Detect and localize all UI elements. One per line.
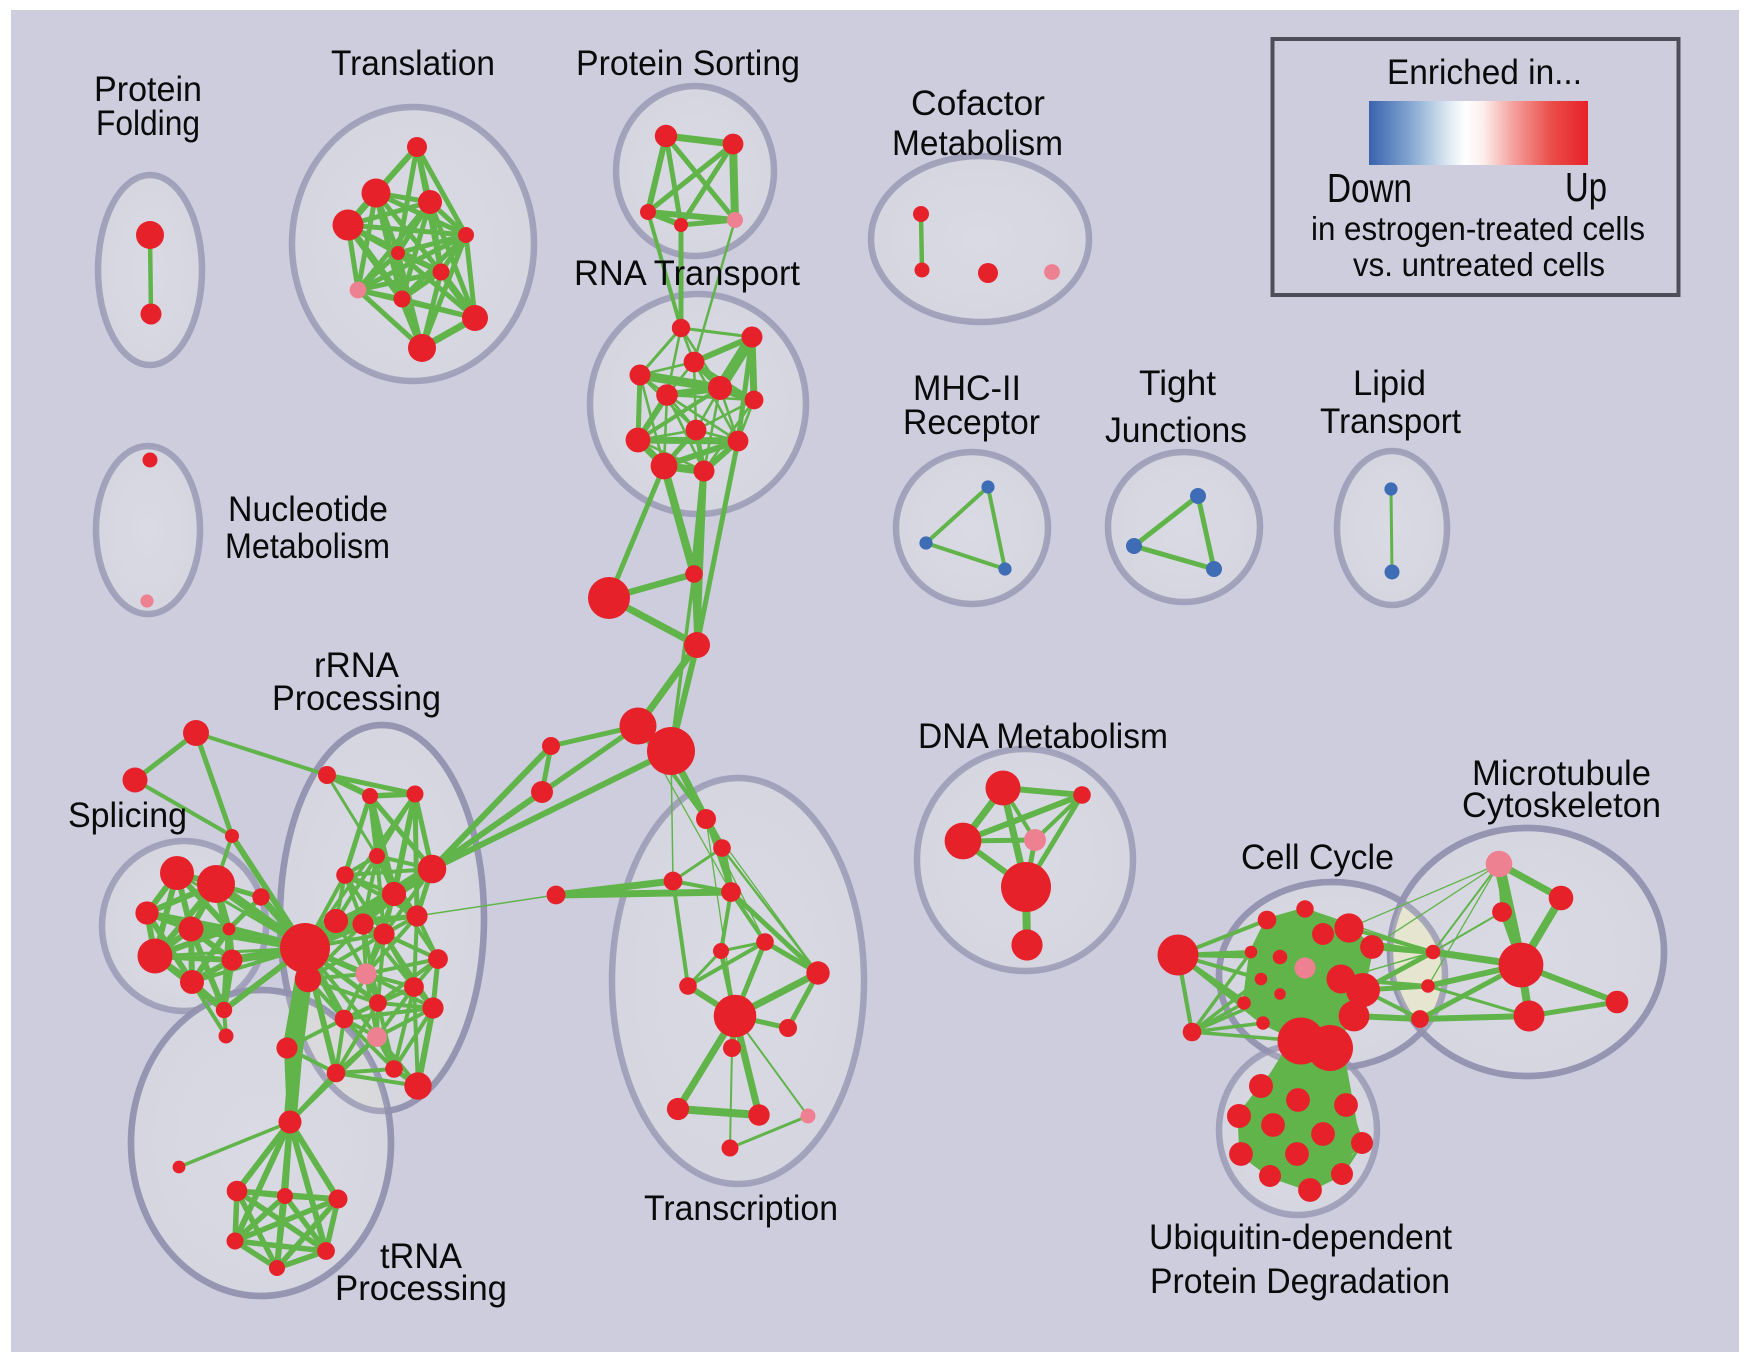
svg-text:Up: Up [1565,164,1607,210]
svg-text:in estrogen-treated cells: in estrogen-treated cells [1311,210,1645,247]
svg-text:Metabolism: Metabolism [225,527,390,566]
svg-text:Lipid: Lipid [1353,364,1426,403]
svg-text:Cofactor: Cofactor [911,84,1045,123]
svg-text:Cytoskeleton: Cytoskeleton [1462,786,1661,825]
svg-text:Splicing: Splicing [68,796,187,835]
svg-text:Processing: Processing [272,679,441,718]
svg-text:Cell Cycle: Cell Cycle [1241,838,1394,877]
svg-text:Tight: Tight [1139,364,1216,403]
svg-text:vs. untreated cells: vs. untreated cells [1353,246,1605,283]
svg-text:Folding: Folding [96,104,200,143]
svg-text:Processing: Processing [335,1269,507,1308]
svg-text:DNA Metabolism: DNA Metabolism [918,717,1168,756]
svg-text:Receptor: Receptor [903,403,1040,442]
svg-text:Protein: Protein [94,70,202,109]
svg-text:RNA Transport: RNA Transport [574,254,800,293]
svg-text:Enriched in...: Enriched in... [1387,53,1582,92]
svg-text:MHC-II: MHC-II [913,369,1021,408]
svg-text:Nucleotide: Nucleotide [228,490,388,529]
svg-text:Translation: Translation [331,44,495,83]
svg-text:tRNA: tRNA [380,1237,463,1276]
svg-text:Transcription: Transcription [644,1189,838,1228]
svg-text:Protein Sorting: Protein Sorting [576,44,800,83]
svg-text:Protein Degradation: Protein Degradation [1150,1262,1450,1301]
svg-text:Ubiquitin-dependent: Ubiquitin-dependent [1149,1218,1452,1257]
svg-text:Transport: Transport [1320,402,1461,441]
svg-text:Metabolism: Metabolism [892,124,1063,163]
svg-text:Microtubule: Microtubule [1472,754,1651,793]
svg-text:Junctions: Junctions [1105,411,1247,450]
svg-text:rRNA: rRNA [314,646,400,685]
svg-text:Down: Down [1327,165,1412,211]
